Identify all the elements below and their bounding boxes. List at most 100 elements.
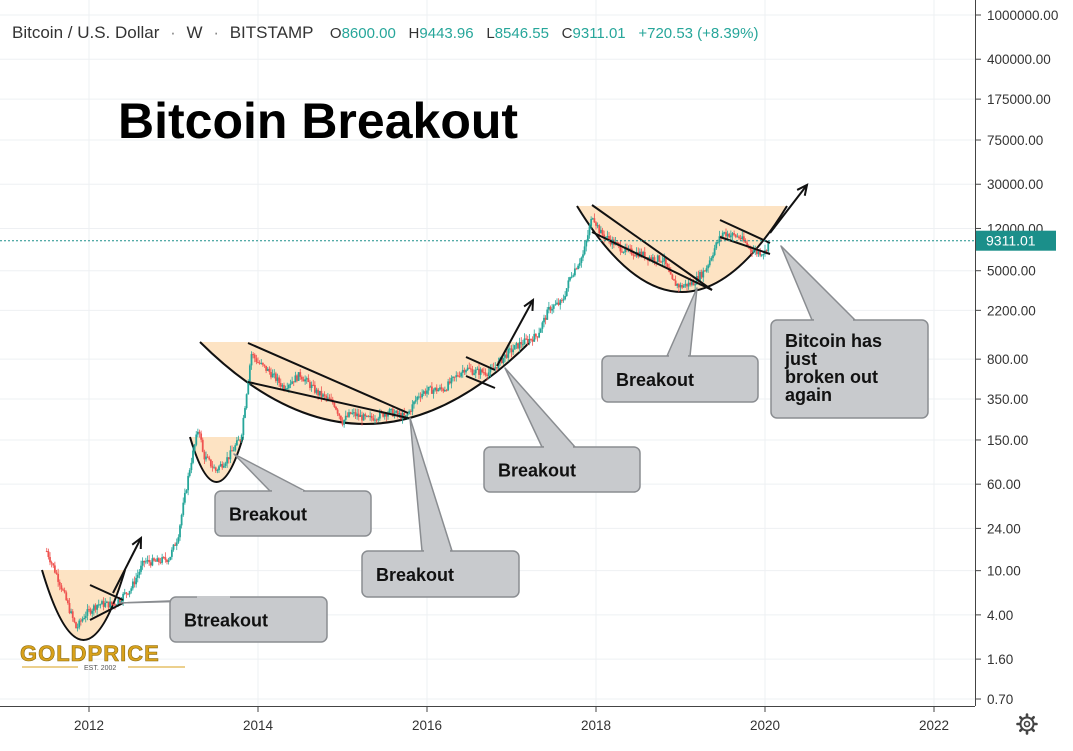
candle-body <box>694 284 697 286</box>
candle-body <box>248 365 251 382</box>
candle-body <box>206 456 209 458</box>
candle-body <box>461 369 464 373</box>
candle-body <box>175 542 178 546</box>
candle-body <box>369 415 372 417</box>
candle-body <box>528 338 531 343</box>
candle-body <box>660 261 662 263</box>
goldprice-logo: GOLDPRICE EST. 2002 <box>20 641 185 672</box>
candle-body <box>125 592 128 594</box>
candle-body <box>487 372 490 376</box>
candle-body <box>320 390 323 397</box>
candle-body <box>562 299 565 301</box>
candle-body <box>669 271 672 275</box>
candle-body <box>421 393 424 398</box>
candle-body <box>361 415 363 421</box>
callout-joint <box>814 319 853 323</box>
candle-body <box>585 240 588 247</box>
candle-body <box>479 369 482 375</box>
header-sep-2: · <box>213 23 219 42</box>
candle-body <box>715 242 718 249</box>
trend-line <box>89 602 124 621</box>
candle-body <box>356 413 359 417</box>
candle-body <box>224 463 227 466</box>
candle-body <box>291 381 294 384</box>
trend-lines <box>89 183 809 621</box>
candle-body <box>504 354 506 358</box>
candle-body <box>333 402 336 407</box>
candle-body <box>518 341 521 349</box>
candle-body <box>442 388 445 392</box>
candle-body <box>112 604 115 606</box>
candle-body <box>114 604 116 606</box>
header-close: 9311.01 <box>573 25 626 42</box>
candle-body <box>177 537 180 543</box>
cup-curve <box>189 436 244 483</box>
candle-body <box>143 560 146 563</box>
candle-body <box>437 389 440 392</box>
candle-body <box>692 281 695 286</box>
candle-body <box>185 490 188 493</box>
y-tick-label: 2200.00 <box>987 303 1036 318</box>
candle-body <box>75 622 77 629</box>
candle-body <box>653 257 656 262</box>
candle-body <box>122 593 125 602</box>
trend-line <box>247 381 409 419</box>
candle-body <box>344 415 347 420</box>
x-tick-label: 2020 <box>750 718 780 733</box>
candle-body <box>76 627 79 629</box>
candle-body <box>751 249 753 253</box>
svg-text:EST. 2002: EST. 2002 <box>84 665 116 672</box>
candle-body <box>551 308 554 311</box>
callout-joint <box>544 446 573 450</box>
candle-body <box>45 551 48 553</box>
candle-body <box>765 250 768 252</box>
candle-body <box>359 415 362 417</box>
candle-body <box>640 251 643 257</box>
settings-gear-icon[interactable] <box>1016 713 1038 735</box>
candle-body <box>697 276 700 281</box>
last-price-badge-text: 9311.01 <box>986 233 1036 249</box>
callout-joint <box>669 355 688 359</box>
breakout-arrow <box>496 299 534 367</box>
header-interval: W <box>187 23 203 42</box>
cup-curve <box>41 569 126 641</box>
candle-body <box>367 415 370 417</box>
candle-body <box>55 572 58 574</box>
candle-body <box>133 581 136 585</box>
candle-body <box>484 372 487 375</box>
candle-body <box>378 411 381 419</box>
candle-body <box>218 466 220 471</box>
candle-body <box>140 565 142 572</box>
candle-body <box>84 615 87 619</box>
breakout-arrow-head <box>796 183 809 196</box>
candle-body <box>595 222 597 226</box>
y-tick-label: 175000.00 <box>987 92 1051 107</box>
candle-body <box>455 375 458 377</box>
candle-body <box>552 305 555 309</box>
candle-body <box>608 236 610 240</box>
x-tick-label: 2022 <box>919 718 949 733</box>
candle-body <box>270 371 272 378</box>
candle-body <box>556 302 558 305</box>
candle-body <box>49 556 51 563</box>
x-tick-label: 2016 <box>412 718 442 733</box>
candle-body <box>505 354 508 358</box>
candle-body <box>162 557 165 559</box>
candle-body <box>357 413 360 417</box>
candle-body <box>586 235 589 241</box>
candle-body <box>603 234 606 239</box>
candle-body <box>284 388 287 390</box>
candle-body <box>486 374 489 376</box>
candle-body <box>703 270 706 272</box>
candle-body <box>731 233 734 236</box>
candle-body <box>338 413 341 416</box>
candle-body <box>135 577 138 585</box>
header-open: 8600.00 <box>342 25 396 42</box>
candle-body <box>712 255 714 259</box>
x-tick-label: 2018 <box>581 718 611 733</box>
header-sep: · <box>170 23 176 42</box>
y-axis[interactable]: 1000000.00 400000.00 175000.00 75000.00 3000… <box>975 8 1058 707</box>
candle-body <box>557 302 560 305</box>
x-axis[interactable]: 2012 2014 2016 2018 2020 2022 <box>74 706 949 733</box>
